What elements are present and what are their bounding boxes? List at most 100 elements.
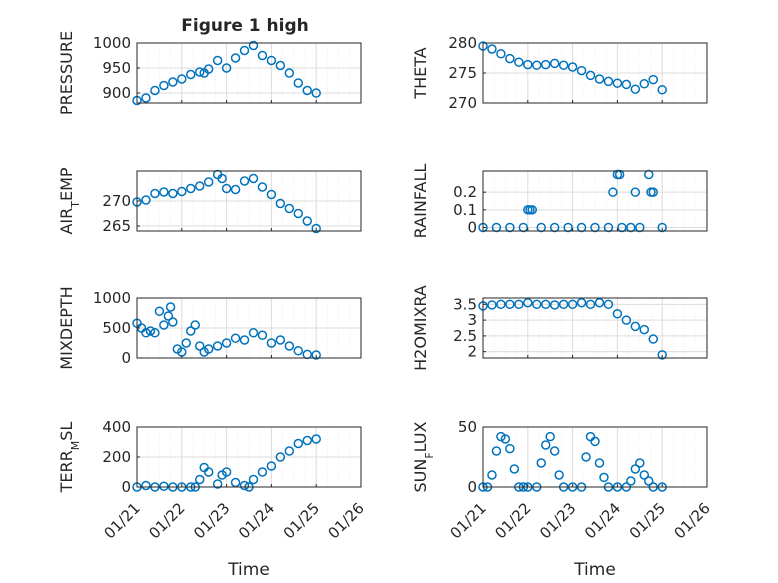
data-point xyxy=(257,467,268,477)
data-point xyxy=(302,349,312,360)
data-point xyxy=(487,470,497,480)
y-tick-label: 3.5 xyxy=(453,295,477,313)
data-point xyxy=(168,188,178,199)
data-point xyxy=(612,78,623,88)
data-point xyxy=(221,467,232,477)
y-tick-label: 500 xyxy=(102,319,131,337)
data-point xyxy=(487,300,497,310)
data-point xyxy=(141,328,151,338)
data-point xyxy=(141,93,151,103)
data-point xyxy=(311,434,321,444)
data-point xyxy=(248,40,259,51)
data-point xyxy=(293,208,304,219)
data-point xyxy=(630,187,641,197)
data-point xyxy=(576,65,587,76)
y-axis-label: MIXDEPTH xyxy=(57,286,76,369)
data-point xyxy=(590,436,600,447)
data-point xyxy=(302,216,312,226)
data-point xyxy=(257,50,268,61)
data-point xyxy=(194,474,205,485)
data-point xyxy=(532,299,542,310)
x-tick-label: 01/25 xyxy=(626,499,669,542)
data-point xyxy=(523,297,533,308)
data-point xyxy=(275,452,286,462)
data-point xyxy=(199,462,209,473)
data-point xyxy=(221,63,232,73)
data-point xyxy=(194,67,205,77)
data-point xyxy=(549,300,560,310)
x-tick-label: 01/26 xyxy=(325,499,368,542)
y-tick-label: 0 xyxy=(467,478,477,496)
data-point xyxy=(311,223,321,234)
data-point xyxy=(150,328,160,338)
y-axis-label: AIRTEMP xyxy=(57,167,82,234)
subplot-air-temp: 265 270 AIRTEMP xyxy=(57,167,362,235)
subplot-mixdepth: 0 500 1000 MIXDEPTH xyxy=(57,286,362,370)
data-point xyxy=(248,173,259,184)
data-point xyxy=(612,309,623,319)
data-point xyxy=(594,297,605,308)
y-tick-label: 900 xyxy=(102,84,131,102)
data-point xyxy=(505,443,515,454)
data-point xyxy=(159,80,169,91)
y-tick-label: 0.1 xyxy=(453,201,477,219)
data-point xyxy=(621,315,632,325)
data-point xyxy=(159,481,169,491)
data-point xyxy=(514,57,524,67)
x-tick-label: 01/24 xyxy=(235,499,278,542)
data-point xyxy=(181,338,192,348)
data-point xyxy=(275,198,286,209)
y-tick-label: 950 xyxy=(102,59,131,77)
data-point xyxy=(496,49,506,59)
data-point xyxy=(545,431,555,442)
data-point xyxy=(311,350,321,360)
data-point xyxy=(558,60,569,70)
y-tick-label: 3 xyxy=(467,311,477,329)
data-point xyxy=(257,330,268,340)
data-point xyxy=(558,299,569,310)
data-point xyxy=(500,434,511,444)
data-point xyxy=(168,317,178,327)
y-axis-label: RAINFALL xyxy=(411,164,430,239)
data-point xyxy=(194,181,205,191)
data-point xyxy=(311,88,321,98)
y-tick-label: 1000 xyxy=(93,34,131,52)
x-tick-label: 01/22 xyxy=(491,499,534,542)
data-point xyxy=(603,76,614,87)
subplot-terr-msl: 0 200 400 TERRMSL 01/21 01/22 01/23 01/24 01/25 0… xyxy=(57,418,368,580)
data-point xyxy=(145,326,156,336)
data-point xyxy=(496,431,506,442)
data-point xyxy=(203,177,214,187)
y-tick-label: 0 xyxy=(121,478,131,496)
data-point xyxy=(540,440,551,450)
y-axis-label: PRESSURE xyxy=(57,31,76,115)
data-point xyxy=(212,341,223,351)
data-point xyxy=(630,464,641,474)
axes-box xyxy=(482,297,708,359)
data-point xyxy=(239,45,250,56)
x-tick-label: 01/24 xyxy=(581,499,624,542)
figure-title: Figure 1 high xyxy=(181,16,309,36)
data-point xyxy=(576,297,587,308)
data-point xyxy=(536,458,546,468)
data-point xyxy=(203,64,214,74)
data-point xyxy=(496,299,506,310)
data-point xyxy=(221,338,232,348)
x-tick-label: 01/21 xyxy=(101,499,144,542)
data-point xyxy=(644,169,654,180)
data-point xyxy=(266,338,277,348)
data-point xyxy=(239,335,250,345)
data-point xyxy=(248,328,259,338)
data-point xyxy=(491,446,502,456)
axes-box xyxy=(482,426,708,488)
y-axis-label: TERRMSL xyxy=(57,422,82,494)
y-tick-label: 200 xyxy=(102,448,131,466)
y-tick-label: 0 xyxy=(467,218,477,236)
data-point xyxy=(266,189,277,200)
data-point xyxy=(608,187,618,197)
x-tick-label: 01/23 xyxy=(190,499,233,542)
data-point xyxy=(159,320,169,330)
data-point xyxy=(302,85,312,96)
y-axis-label: THETA xyxy=(411,47,430,99)
